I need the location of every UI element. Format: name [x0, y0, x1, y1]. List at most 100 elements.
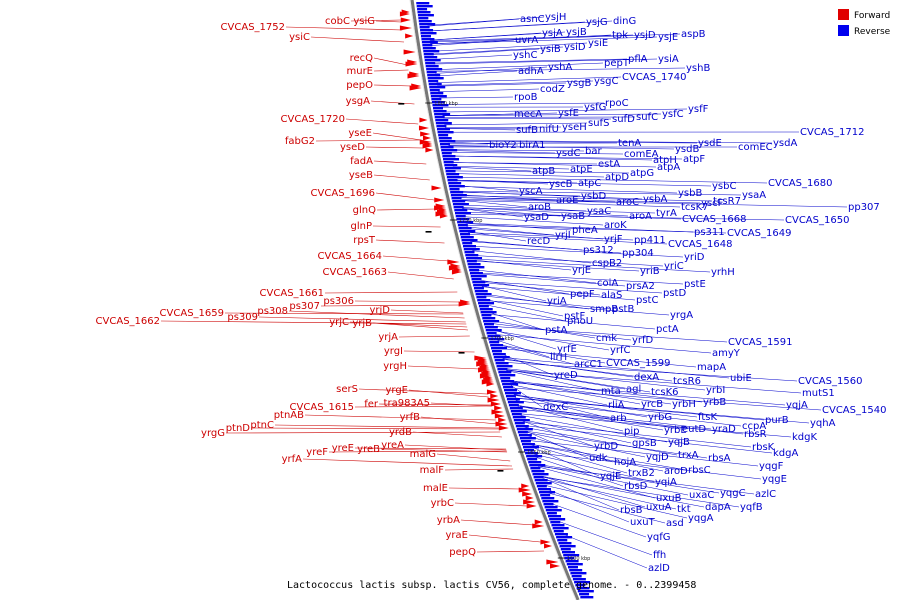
reverse-gene-feature [462, 242, 473, 245]
gene-label-forward: yrgG [201, 428, 225, 439]
leader-line [440, 102, 605, 105]
reverse-gene-feature [461, 239, 478, 242]
forward-gene-feature [425, 147, 434, 153]
leader-line [480, 281, 663, 294]
reverse-gene-feature [518, 434, 532, 437]
gene-label-reverse: phoU [567, 316, 593, 327]
reverse-gene-feature [498, 371, 512, 374]
gene-label-forward: yreE [332, 443, 354, 454]
reverse-gene-feature [442, 155, 456, 158]
leader-line [225, 431, 501, 434]
reverse-gene-feature [454, 209, 468, 212]
gene-label-forward: yrjD [369, 305, 390, 316]
reverse-gene-feature [566, 563, 583, 566]
forward-gene-feature [400, 17, 411, 23]
reverse-gene-feature [426, 68, 443, 71]
reverse-gene-feature [427, 74, 441, 77]
reverse-gene-feature [439, 140, 456, 143]
reverse-gene-feature [556, 536, 573, 539]
gene-label-reverse: cspB2 [592, 258, 622, 269]
gene-label-reverse: yseH [562, 122, 587, 133]
leader-line [431, 42, 588, 52]
reverse-gene-feature [579, 593, 590, 596]
gene-label-forward: yrdB [389, 427, 412, 438]
reverse-gene-feature [472, 281, 486, 284]
leader-line [375, 20, 402, 23]
reverse-gene-feature [452, 200, 466, 203]
forward-gene-feature [526, 503, 537, 509]
reverse-gene-feature [486, 332, 497, 335]
reverse-gene-feature [448, 185, 465, 188]
leader-line [563, 534, 648, 569]
leader-line [454, 173, 605, 178]
reverse-gene-feature [550, 521, 561, 524]
gene-label-reverse: yraD [712, 424, 736, 435]
reverse-gene-feature [552, 527, 569, 530]
gene-label-reverse: CVCAS_1680 [768, 178, 832, 189]
gene-label-forward: yreA [381, 440, 404, 451]
reverse-gene-feature [517, 431, 528, 434]
gene-label-reverse: sufS [588, 118, 609, 129]
reverse-gene-feature [513, 419, 530, 422]
gene-label-reverse: ysfG [584, 102, 606, 113]
genome-caption: Lactococcus lactis subsp. lactis CV56, c… [287, 580, 696, 591]
gene-label-reverse: pepF [570, 289, 595, 300]
reverse-gene-feature [541, 497, 555, 500]
reverse-gene-feature [420, 32, 437, 35]
leader-line [458, 191, 643, 200]
reverse-gene-feature [469, 269, 480, 272]
reverse-gene-feature [423, 50, 440, 53]
leader-line [459, 195, 713, 202]
gene-label-reverse: pstD [663, 288, 686, 299]
reverse-gene-feature [424, 59, 441, 62]
forward-gene-feature [491, 409, 504, 415]
reverse-gene-feature [545, 509, 562, 512]
gene-label-reverse: agl [626, 384, 641, 395]
forward-gene-feature [532, 523, 545, 529]
reverse-gene-feature [534, 479, 548, 482]
gene-label-reverse: trxA [678, 450, 699, 461]
leader-line [345, 118, 419, 125]
gene-label-reverse: pflA [628, 54, 648, 65]
reverse-gene-feature [457, 224, 468, 227]
reverse-gene-feature [500, 377, 511, 380]
leader-line [527, 435, 614, 463]
leader-line [444, 468, 514, 471]
leader-line [462, 208, 524, 218]
gene-label-reverse: atpG [630, 168, 654, 179]
reverse-gene-feature [471, 278, 482, 281]
leader-line [498, 344, 574, 365]
gene-label-reverse: ysiE [588, 38, 608, 49]
reverse-gene-feature [519, 437, 536, 440]
gene-label-reverse: aroK [604, 220, 627, 231]
gene-label-reverse: yqjA [786, 400, 808, 411]
gene-label-reverse: ysaB [561, 211, 585, 222]
gene-label-reverse: rbsC [688, 465, 711, 476]
reverse-gene-feature [499, 374, 516, 377]
gene-label-forward: ptnC [250, 420, 274, 431]
reverse-gene-feature [417, 11, 431, 14]
reverse-gene-feature [543, 503, 554, 506]
gene-label-reverse: smpB [590, 304, 618, 315]
gene-label-reverse: CVCAS_1599 [606, 358, 670, 369]
gene-label-reverse: mecA [514, 109, 542, 120]
gene-label-reverse: rbsD [624, 481, 648, 492]
gene-label-reverse: azlD [648, 563, 670, 574]
leader-line [459, 197, 616, 203]
reverse-gene-feature [553, 530, 564, 533]
gene-label-forward: yreB [357, 444, 380, 455]
gene-label-reverse: sufD [612, 114, 635, 125]
gene-label-reverse: yrbI [706, 385, 725, 396]
gene-label-forward: CVCAS_1659 [160, 308, 224, 319]
gene-label-forward: CVCAS_1662 [96, 316, 160, 327]
reverse-gene-feature [430, 92, 444, 95]
forward-gene-feature [523, 499, 536, 505]
gene-label-reverse: CVCAS_1540 [822, 405, 886, 416]
forward-gene-feature [486, 389, 497, 395]
gene-label-reverse: ffh [653, 550, 666, 561]
reverse-gene-feature [502, 383, 519, 386]
leader-line [502, 359, 673, 382]
reverse-gene-feature [510, 410, 527, 413]
reverse-gene-feature [453, 206, 464, 209]
